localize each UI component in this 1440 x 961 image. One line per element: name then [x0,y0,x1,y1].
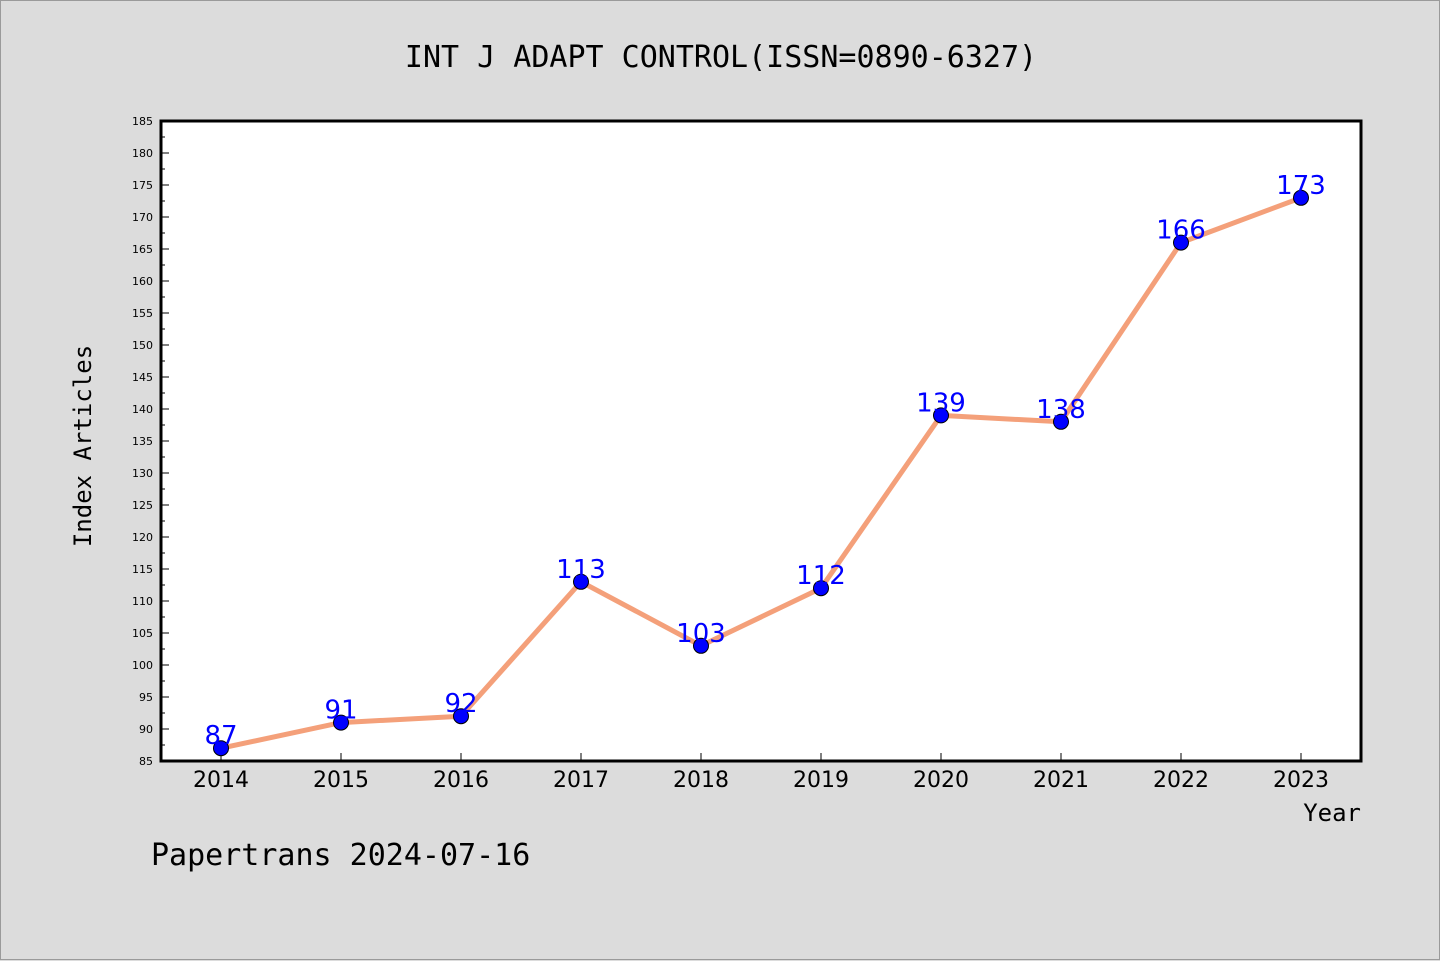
data-label: 91 [324,696,357,726]
data-point [1293,189,1309,206]
x-tick-label: 2014 [193,768,249,793]
data-label: 173 [1276,171,1326,201]
x-tick-label: 2019 [793,768,849,793]
y-tick-label: 110 [132,595,153,608]
y-tick-label: 95 [139,691,153,704]
data-point [333,714,349,731]
data-point [573,573,589,590]
axis-ticks: 85 90 95 100 105 110 115 120 125 130 135 140 145 150 1… [132,115,1329,793]
data-point [1173,234,1189,251]
y-tick-label: 180 [132,147,153,160]
y-tick-label: 85 [139,755,153,768]
data-point [933,407,949,424]
data-label: 166 [1156,216,1206,246]
y-tick-label: 170 [132,211,153,224]
footer-text: Papertrans 2024-07-16 [151,838,530,873]
y-tick-label: 125 [132,499,153,512]
y-tick-label: 155 [132,307,153,320]
data-point [693,637,709,654]
x-tick-label: 2018 [673,768,729,793]
x-tick-label: 2023 [1273,768,1329,793]
x-tick-label: 2016 [433,768,489,793]
y-tick-label: 130 [132,467,153,480]
y-tick-label: 90 [139,723,153,736]
plot-border [159,119,1363,763]
y-tick-label: 150 [132,339,153,352]
y-tick-label: 140 [132,403,153,416]
data-point [1053,413,1069,430]
y-tick-label: 175 [132,179,153,192]
data-point [813,580,829,597]
x-tick-label: 2020 [913,768,969,793]
series-line [218,195,1304,751]
data-label: 112 [796,561,846,591]
y-tick-label: 135 [132,435,153,448]
data-point [213,740,229,757]
data-point [453,708,469,725]
y-axis-label: Index Articles [69,345,97,547]
x-tick-label: 2022 [1153,768,1209,793]
data-label: 87 [204,721,237,751]
y-tick-label: 115 [132,563,153,576]
y-tick-label: 165 [132,243,153,256]
data-label: 139 [916,388,966,418]
x-tick-label: 2021 [1033,768,1089,793]
y-tick-label: 120 [132,531,153,544]
x-tick-label: 2017 [553,768,609,793]
y-tick-label: 100 [132,659,153,672]
y-tick-label: 185 [132,115,153,128]
chart-title: INT J ADAPT CONTROL(ISSN=0890-6327) [405,40,1037,75]
data-label: 92 [444,689,477,719]
data-label: 113 [556,555,606,585]
x-axis-label: Year [1303,799,1361,827]
data-label: 138 [1036,395,1086,425]
series-group: 87 91 92 113 103 112 139 138 166 173 [204,171,1326,757]
y-tick-label: 145 [132,371,153,384]
data-label: 103 [676,619,726,649]
plot-area [161,121,1361,761]
y-tick-label: 160 [132,275,153,288]
y-tick-label: 105 [132,627,153,640]
x-tick-label: 2015 [313,768,369,793]
